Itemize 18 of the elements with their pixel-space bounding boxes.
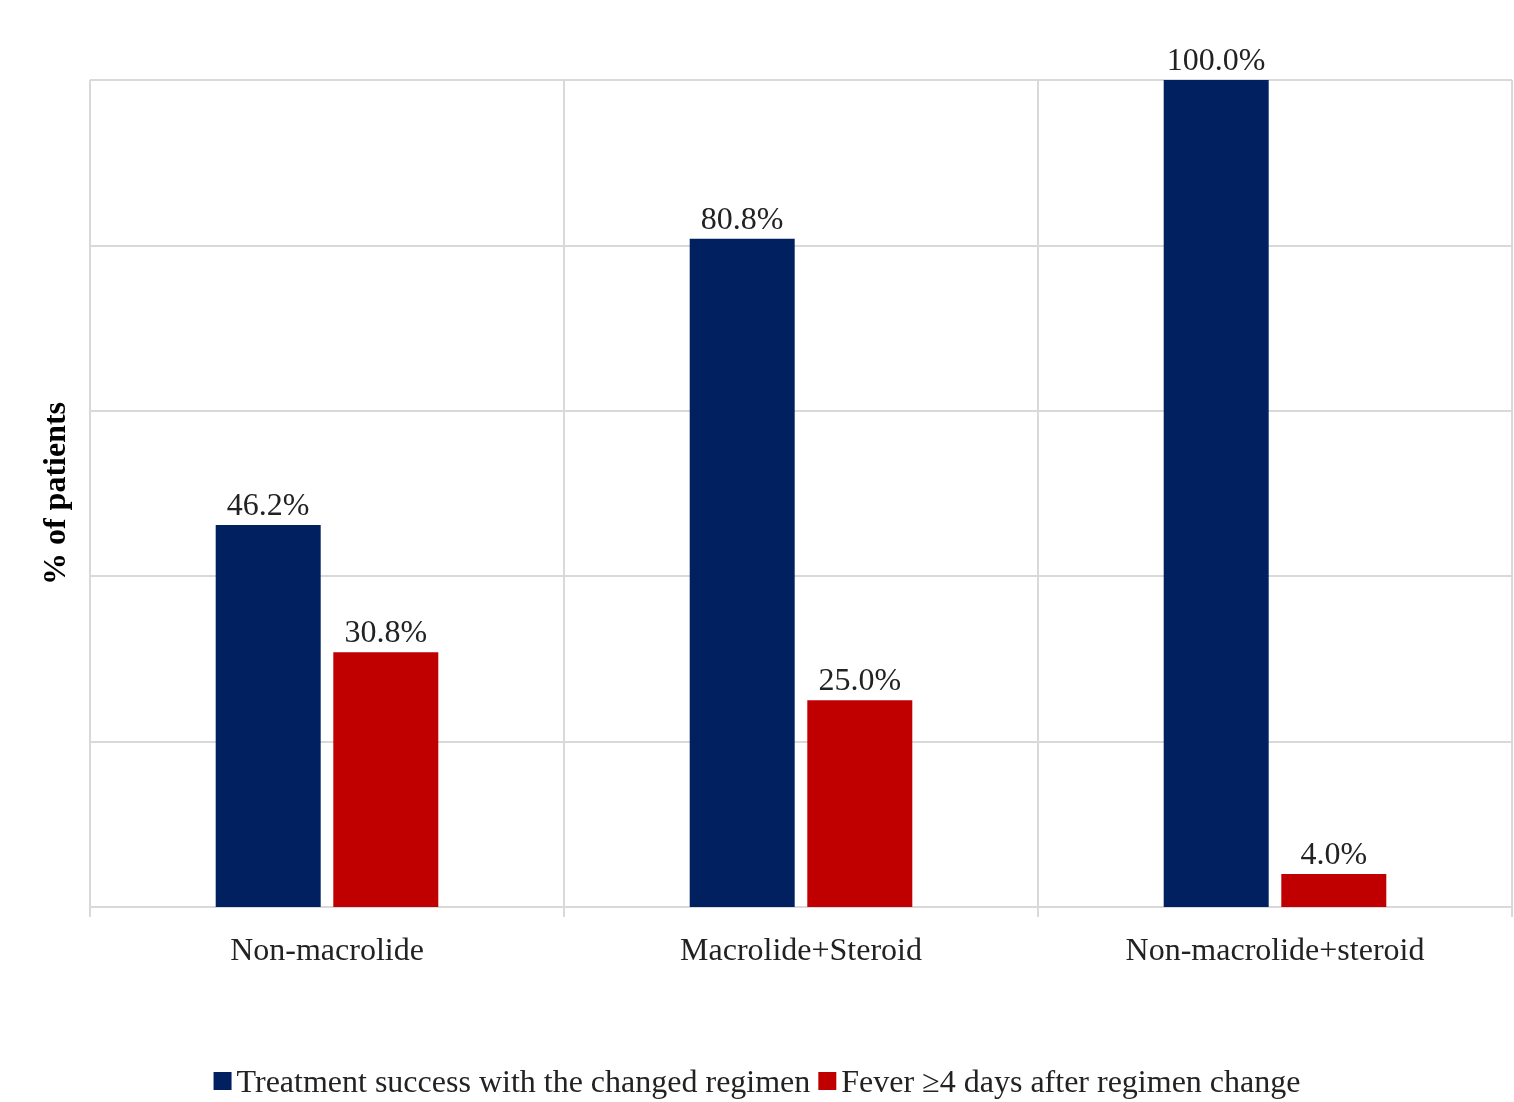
bar (333, 652, 439, 907)
data-label: 100.0% (1166, 41, 1266, 77)
x-tick-label: Non-macrolide+steroid (1125, 931, 1425, 967)
x-tick-label: Non-macrolide (230, 931, 424, 967)
data-label: 46.2% (226, 485, 310, 522)
data-label: 25.0% (818, 661, 902, 698)
data-label: 30.8% (344, 613, 428, 650)
bar (215, 524, 321, 907)
x-tick-label: Macrolide+Steroid (680, 931, 922, 967)
data-label: 80.8% (700, 199, 784, 236)
bar (1163, 80, 1269, 907)
data-label: 4.0% (1300, 834, 1368, 871)
bar (689, 238, 795, 907)
y-axis-title: % of patients (36, 401, 72, 586)
legend-label: Treatment success with the changed regimen (236, 1063, 811, 1099)
legend-label: Fever ≥4 days after regimen change (841, 1063, 1301, 1099)
bar (1281, 873, 1387, 907)
bar (807, 700, 913, 907)
